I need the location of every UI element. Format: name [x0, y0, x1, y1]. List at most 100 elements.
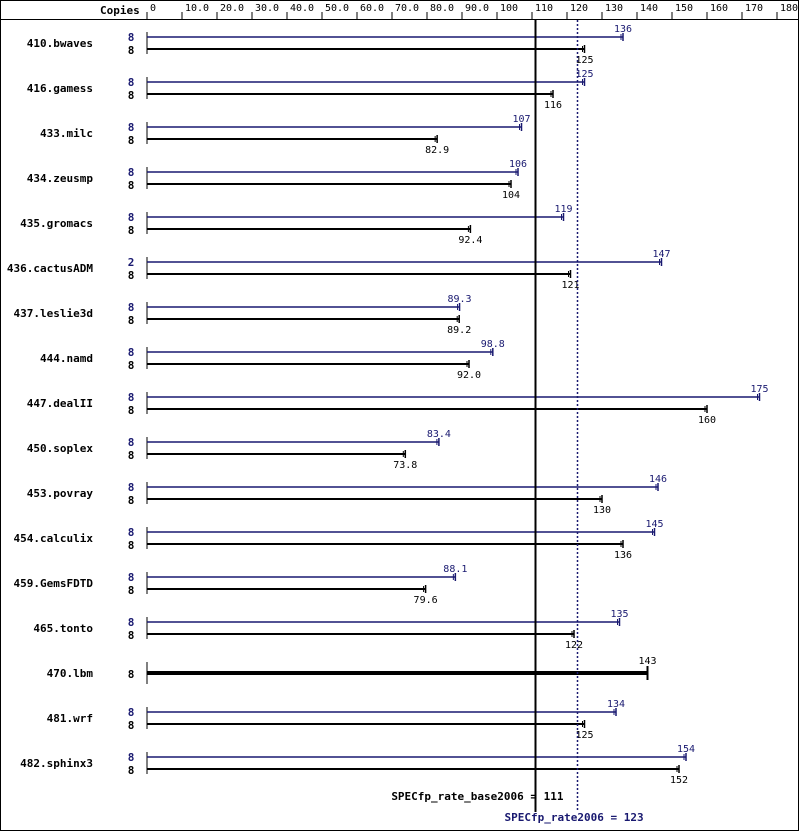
peak-value-label: 147: [652, 249, 670, 260]
peak-copies: 8: [128, 301, 135, 314]
x-tick-label: 0: [150, 3, 156, 14]
base-copies: 8: [128, 584, 135, 597]
base-value-label: 104: [502, 190, 520, 201]
peak-value-label: 83.4: [427, 429, 451, 440]
x-tick-label: 30.0: [255, 3, 279, 14]
base-value-label: 89.2: [447, 325, 471, 336]
benchmark-label: 435.gromacs: [20, 217, 93, 230]
x-tick-label: 60.0: [360, 3, 384, 14]
benchmark-label: 450.soplex: [27, 442, 94, 455]
benchmark-label: 454.calculix: [14, 532, 94, 545]
benchmark-label: 459.GemsFDTD: [14, 577, 94, 590]
x-tick-label: 80.0: [430, 3, 454, 14]
base-value-label: 73.8: [393, 460, 417, 471]
base-copies: 8: [128, 134, 135, 147]
base-value-label: 92.4: [458, 235, 482, 246]
x-tick-label: 50.0: [325, 3, 349, 14]
peak-value-label: 146: [649, 474, 667, 485]
base-value-label: 79.6: [414, 595, 438, 606]
benchmark-label: 437.leslie3d: [14, 307, 93, 320]
benchmark-label: 482.sphinx3: [20, 757, 93, 770]
x-tick-label: 180: [780, 3, 798, 14]
peak-copies: 8: [128, 751, 135, 764]
peak-copies: 8: [128, 346, 135, 359]
base-value-label: 125: [575, 55, 593, 66]
peak-copies: 8: [128, 436, 135, 449]
base-copies: 8: [128, 44, 135, 57]
base-copies: 8: [128, 668, 135, 681]
base-value-label: 125: [575, 730, 593, 741]
reference-lines: SPECfp_rate_base2006 = 111 SPECfp_rate200…: [391, 20, 644, 824]
peak-value-label: 89.3: [448, 294, 472, 305]
peak-value-label: 134: [607, 699, 625, 710]
peak-copies: 8: [128, 706, 135, 719]
base-copies: 8: [128, 539, 135, 552]
copies-header: Copies: [100, 4, 140, 17]
base-copies: 8: [128, 224, 135, 237]
benchmark-label: 453.povray: [27, 487, 94, 500]
combined-value-label: 143: [638, 656, 656, 667]
base-copies: 8: [128, 269, 135, 282]
peak-value-label: 125: [575, 69, 593, 80]
benchmark-label: 447.dealII: [27, 397, 93, 410]
x-tick-label: 90.0: [465, 3, 489, 14]
benchmark-label: 433.milc: [40, 127, 93, 140]
x-tick-label: 160: [710, 3, 728, 14]
peak-copies: 8: [128, 121, 135, 134]
x-tick-label: 170: [745, 3, 763, 14]
peak-copies: 8: [128, 391, 135, 404]
base-copies: 8: [128, 404, 135, 417]
base-value-label: 82.9: [425, 145, 449, 156]
x-tick-label: 120: [570, 3, 588, 14]
peak-value-label: 119: [554, 204, 572, 215]
x-tick-label: 130: [605, 3, 623, 14]
base-copies: 8: [128, 89, 135, 102]
peak-copies: 8: [128, 166, 135, 179]
x-tick-label: 150: [675, 3, 693, 14]
base-copies: 8: [128, 314, 135, 327]
peak-copies: 2: [128, 256, 135, 269]
peak-value-label: 175: [750, 384, 768, 395]
peak-copies: 8: [128, 481, 135, 494]
peak-value-label: 145: [645, 519, 663, 530]
base-copies: 8: [128, 494, 135, 507]
benchmark-label: 436.cactusADM: [7, 262, 93, 275]
peak-value-label: 154: [677, 744, 695, 755]
base-copies: 8: [128, 629, 135, 642]
x-tick-label: 70.0: [395, 3, 419, 14]
x-tick-label: 10.0: [185, 3, 209, 14]
peak-value-label: 106: [509, 159, 527, 170]
peak-copies: 8: [128, 31, 135, 44]
benchmark-label: 416.gamess: [27, 82, 93, 95]
peak-value-label: 107: [512, 114, 530, 125]
peak-value-label: 88.1: [443, 564, 467, 575]
base-value-label: 116: [544, 100, 562, 111]
peak-value-label: 135: [610, 609, 628, 620]
peak-copies: 8: [128, 616, 135, 629]
base-value-label: 122: [565, 640, 583, 651]
benchmark-label: 444.namd: [40, 352, 93, 365]
x-axis: 0 10.0 20.0 30.0 40.0 50.0 60.0 70.0 80.0 90.0 100…: [146, 3, 798, 19]
base-value-label: 92.0: [457, 370, 481, 381]
base-value-label: 121: [561, 280, 579, 291]
x-tick-label: 110: [535, 3, 553, 14]
benchmark-label: 465.tonto: [33, 622, 93, 635]
x-tick-label: 140: [640, 3, 658, 14]
base-copies: 8: [128, 179, 135, 192]
peak-copies: 8: [128, 526, 135, 539]
x-tick-label: 20.0: [220, 3, 244, 14]
x-tick-label: 100: [500, 3, 518, 14]
benchmark-label: 410.bwaves: [27, 37, 93, 50]
base-value-label: 130: [593, 505, 611, 516]
peak-reference-label: SPECfp_rate2006 = 123: [505, 811, 644, 824]
peak-copies: 8: [128, 76, 135, 89]
base-copies: 8: [128, 359, 135, 372]
benchmark-label: 470.lbm: [47, 667, 94, 680]
base-value-label: 160: [698, 415, 716, 426]
base-copies: 8: [128, 764, 135, 777]
peak-value-label: 98.8: [481, 339, 505, 350]
peak-value-label: 136: [614, 24, 632, 35]
